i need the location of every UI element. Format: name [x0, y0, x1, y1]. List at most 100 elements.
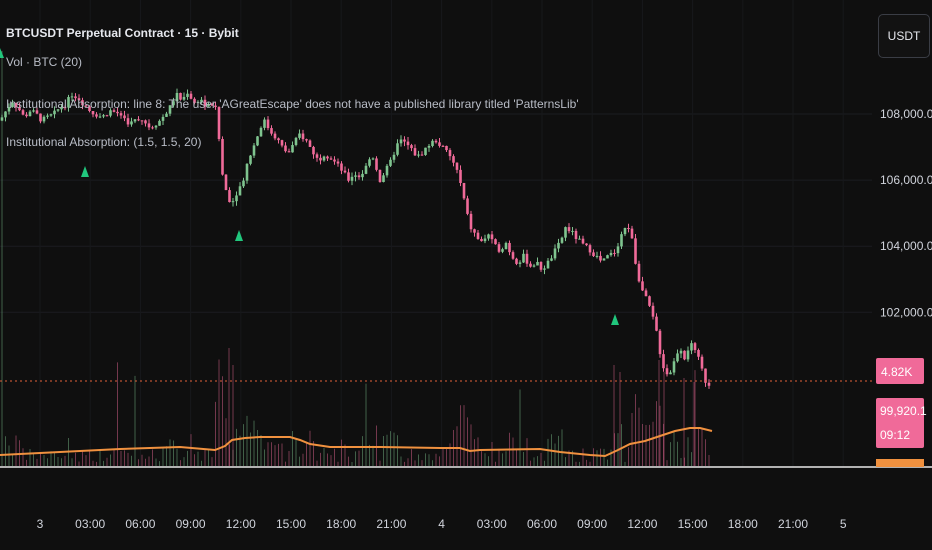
candle [95, 114, 98, 117]
time-tick-label: 18:00 [326, 517, 356, 531]
candle [126, 118, 130, 125]
candle [102, 115, 105, 117]
candle [641, 281, 644, 291]
candle [427, 145, 431, 148]
candle [28, 111, 32, 117]
volume-legend[interactable]: Vol · BTC (20) [6, 55, 83, 69]
candle [704, 368, 707, 383]
candle [161, 116, 165, 121]
candle [77, 98, 81, 101]
candle [347, 172, 350, 181]
candle [550, 258, 553, 261]
candle [382, 175, 385, 183]
candle [305, 139, 308, 141]
candle [553, 248, 557, 259]
candle [287, 151, 291, 153]
candle [616, 246, 620, 254]
candle [179, 92, 182, 100]
candle [42, 116, 46, 122]
candle [564, 227, 567, 238]
candle [546, 260, 550, 269]
candle [200, 99, 203, 102]
candle [420, 154, 424, 156]
candle [109, 110, 112, 116]
candle [578, 238, 581, 240]
time-tick-label: 18:00 [728, 517, 758, 531]
candle [53, 110, 56, 115]
candle [144, 120, 147, 124]
currency-button[interactable]: USDT [878, 14, 930, 58]
candle [91, 111, 95, 115]
candle [403, 139, 406, 142]
candle [606, 255, 609, 259]
candle [284, 145, 287, 152]
candles [0, 88, 711, 389]
candle [683, 350, 686, 360]
candle [277, 138, 280, 141]
buy-signal-arrow [0, 48, 4, 58]
candle [21, 110, 25, 115]
candle [60, 107, 63, 110]
candle [137, 119, 140, 121]
candle [459, 169, 462, 184]
candle [235, 195, 238, 202]
candle [473, 229, 476, 233]
candle [32, 110, 35, 112]
candle [105, 115, 109, 117]
candle [312, 146, 315, 155]
candle [7, 107, 11, 112]
candle [147, 123, 151, 128]
candle [354, 175, 357, 177]
candle [140, 120, 144, 122]
candle [539, 261, 543, 270]
candle [662, 354, 665, 369]
candle [49, 114, 53, 116]
volume-ma-line [0, 427, 713, 458]
price-badge: 99,920.1 [880, 404, 927, 418]
indicator-legend[interactable]: Institutional Absorption: (1.5, 1.5, 20) [6, 135, 202, 149]
candle [592, 252, 595, 257]
signal-arrows [0, 48, 619, 325]
candle [469, 213, 473, 230]
candle [298, 133, 301, 138]
candle [308, 140, 312, 147]
candle [571, 230, 574, 232]
candle [154, 125, 158, 128]
candle [221, 139, 224, 175]
candle [280, 140, 284, 146]
time-tick-label: 12:00 [627, 517, 657, 531]
candle [319, 157, 322, 161]
candle [686, 350, 690, 360]
candle [497, 244, 501, 252]
candle [672, 361, 676, 373]
candle [175, 92, 179, 102]
candle [357, 175, 361, 178]
candle [207, 103, 210, 107]
time-tick-label: 15:00 [678, 517, 708, 531]
candle [620, 234, 623, 247]
candle [532, 265, 536, 267]
candle [448, 150, 452, 157]
candle [655, 316, 658, 331]
time-tick-label: 5 [840, 517, 847, 531]
candle [637, 263, 641, 282]
symbol-title[interactable]: BTCUSDT Perpetual Contract · 15 · Bybit [6, 26, 239, 40]
candle [333, 159, 336, 162]
candle [445, 145, 448, 151]
candle [525, 253, 529, 264]
candle [508, 242, 511, 253]
candle [438, 142, 441, 146]
time-scale: 3 03:00 06:00 09:00 12:00 15:00 18:00 21:00 4 03:… [37, 517, 847, 531]
time-tick-label: 09:00 [176, 517, 206, 531]
candle [644, 290, 648, 297]
candle [242, 180, 245, 187]
price-badge-bg [876, 398, 924, 448]
candle [18, 107, 21, 111]
candle [35, 110, 39, 114]
candle [665, 368, 669, 375]
volume-ma-badge [876, 459, 924, 467]
candle [193, 98, 196, 103]
buy-signal-arrow [611, 314, 619, 325]
buy-signal-arrow [235, 230, 243, 241]
